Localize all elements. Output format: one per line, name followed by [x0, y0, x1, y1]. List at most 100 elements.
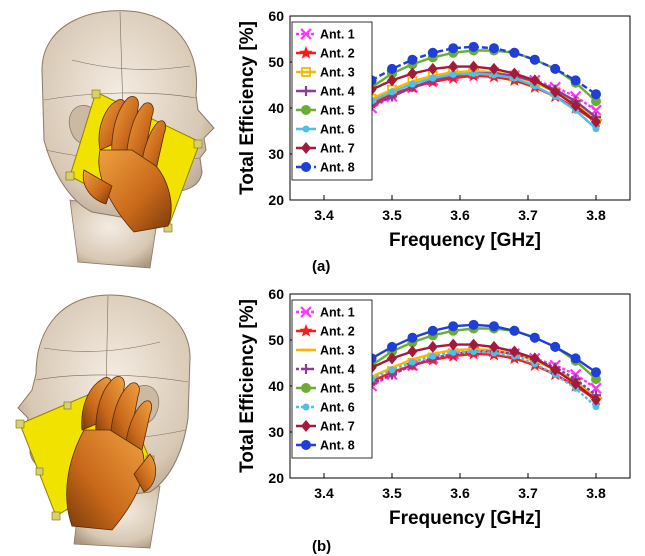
panel-b: 3.4 3.5 3.6 3.7 3.8 20 30 40 50 60 Frequency [GHz]… [0, 278, 645, 556]
data-point [449, 348, 457, 356]
legend-entry: Ant. 5 [320, 382, 355, 396]
legend-marker [302, 125, 310, 133]
legend-marker [301, 86, 311, 96]
legend-entry: Ant. 4 [320, 85, 355, 99]
data-point [407, 67, 418, 80]
panel-label-b: (b) [312, 538, 332, 555]
y-tick-label: 60 [268, 286, 284, 302]
panel-a: 3.4 3.5 3.6 3.7 3.8 20 30 40 50 60 Frequency [GHz]… [41, 8, 631, 275]
series-line [371, 72, 597, 130]
data-point [388, 366, 396, 374]
y-tick-label: 50 [268, 54, 284, 70]
data-point [591, 393, 601, 406]
x-tick-label: 3.8 [586, 485, 606, 501]
data-point [592, 403, 600, 411]
data-point [550, 341, 561, 352]
data-point [489, 340, 499, 353]
legend-marker [301, 420, 311, 432]
data-point [448, 338, 459, 351]
y-tick-label: 50 [268, 332, 284, 348]
head-hand-model-figure-a [41, 10, 215, 269]
data-point [387, 74, 397, 87]
legend-entry: Ant. 5 [320, 104, 355, 118]
x-tick-label: 3.6 [450, 485, 470, 501]
legend-marker [301, 142, 311, 154]
legend: Ant. 1 Ant. 2 Ant. 3 Ant. 4 Ant. 5 Ant. 6 Ant.… [291, 299, 373, 459]
legend-entry: Ant. 7 [320, 142, 355, 156]
data-point [448, 60, 459, 73]
legend-entry: Ant. 1 [320, 28, 355, 42]
data-point [448, 43, 459, 54]
data-point [468, 319, 479, 330]
x-axis-title: Frequency [GHz] [389, 508, 541, 529]
x-tick-label: 3.5 [382, 485, 402, 501]
data-point [427, 340, 438, 353]
x-tick-label: 3.6 [450, 207, 470, 223]
legend-entry: Ant. 1 [320, 306, 355, 320]
data-point [388, 88, 396, 96]
y-tick-label: 30 [268, 424, 284, 440]
data-point [448, 321, 459, 332]
legend-entry: Ant. 8 [320, 439, 355, 453]
hand-shape [82, 96, 172, 233]
x-tick-label: 3.7 [518, 207, 538, 223]
legend-entry: Ant. 2 [320, 325, 355, 339]
data-point [489, 43, 499, 54]
data-point [427, 325, 438, 336]
panel-label-a: (a) [312, 258, 331, 275]
legend: Ant. 1 Ant. 2 Ant. 3 Ant. 4 Ant. 5 Ant. 6 Ant.… [291, 21, 373, 181]
series-line [371, 45, 597, 96]
series-ant-8 [366, 319, 601, 378]
data-point [550, 363, 561, 376]
data-point [570, 353, 581, 364]
data-point [407, 332, 418, 343]
y-axis-title: Total Efficiency [%] [237, 21, 258, 195]
data-point [427, 62, 438, 75]
series-line [371, 350, 597, 408]
data-point [387, 341, 397, 352]
legend-marker [301, 364, 311, 374]
data-point [489, 321, 499, 332]
legend-marker [301, 105, 311, 115]
data-point [591, 115, 601, 128]
data-point [407, 345, 418, 358]
y-tick-label: 40 [268, 100, 284, 116]
legend-entry: Ant. 3 [320, 66, 355, 80]
y-tick-label: 20 [268, 192, 284, 208]
data-point [550, 63, 561, 74]
legend-entry: Ant. 6 [320, 401, 355, 415]
x-tick-label: 3.4 [314, 485, 334, 501]
data-point [509, 67, 520, 80]
data-point [427, 47, 438, 58]
x-axis-title: Frequency [GHz] [389, 230, 541, 251]
legend-marker [300, 306, 312, 318]
data-point [408, 80, 416, 88]
series-ant-8 [366, 41, 601, 100]
data-point [529, 352, 540, 365]
legend-entry: Ant. 7 [320, 420, 355, 434]
head-hand-model-figure-b [15, 294, 191, 549]
hand-shape [66, 376, 157, 531]
x-tick-label: 3.4 [314, 207, 334, 223]
data-point [550, 85, 561, 98]
legend-marker [299, 46, 313, 59]
efficiency-chart-a: 3.4 3.5 3.6 3.7 3.8 20 30 40 50 60 Frequency [GHz]… [237, 8, 631, 251]
data-point [470, 70, 478, 77]
legend-marker [301, 440, 311, 450]
data-point [570, 99, 581, 112]
legend-entry: Ant. 3 [320, 344, 355, 358]
y-tick-label: 20 [268, 470, 284, 486]
legend-marker [301, 383, 311, 393]
data-point [429, 74, 437, 82]
data-point [408, 358, 416, 366]
data-point [387, 63, 397, 74]
data-point [470, 348, 478, 355]
legend-entry: Ant. 8 [320, 161, 355, 175]
data-point [529, 54, 540, 65]
data-point [468, 338, 479, 351]
data-point [529, 332, 540, 343]
data-point [570, 377, 581, 390]
y-tick-label: 60 [268, 8, 284, 24]
legend-marker [300, 28, 312, 40]
x-tick-label: 3.5 [382, 207, 402, 223]
